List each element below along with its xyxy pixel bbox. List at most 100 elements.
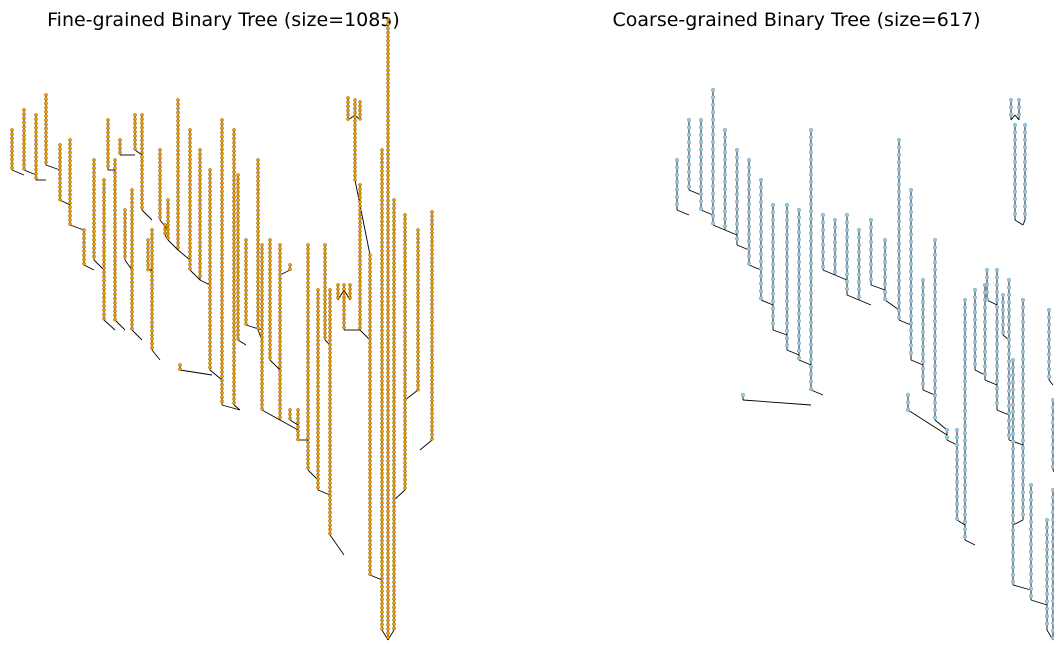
tree-edge bbox=[786, 349, 800, 356]
tree-edge bbox=[103, 319, 116, 331]
tree-node bbox=[22, 125, 26, 129]
tree-node bbox=[236, 311, 240, 316]
tree-edge bbox=[810, 389, 824, 396]
tree-node bbox=[883, 245, 888, 250]
tree-node bbox=[380, 429, 384, 434]
tree-node bbox=[386, 425, 390, 430]
tree-node bbox=[403, 372, 407, 377]
tree-node bbox=[386, 534, 390, 539]
tree-node bbox=[933, 275, 938, 280]
tree-node bbox=[113, 284, 117, 288]
tree-node bbox=[963, 431, 968, 436]
tree-node bbox=[328, 430, 332, 435]
tree-node bbox=[278, 364, 282, 369]
tree-node bbox=[316, 409, 320, 414]
tree-node bbox=[92, 200, 96, 204]
tree-node bbox=[995, 393, 1000, 398]
tree-node bbox=[150, 324, 154, 329]
tree-node bbox=[44, 143, 48, 148]
tree-node bbox=[380, 232, 384, 236]
tree-node bbox=[797, 252, 802, 257]
tree-node bbox=[392, 496, 396, 501]
tree-node bbox=[256, 326, 260, 330]
tree-node bbox=[758, 192, 763, 197]
tree-node bbox=[883, 282, 888, 287]
tree-node bbox=[220, 307, 224, 311]
tree-node bbox=[102, 291, 106, 296]
tree-node bbox=[353, 161, 357, 165]
tree-node bbox=[380, 227, 384, 232]
tree-node bbox=[1007, 285, 1012, 290]
tree-node bbox=[945, 428, 950, 433]
tree-node bbox=[380, 173, 384, 177]
tree-node bbox=[995, 290, 1000, 295]
tree-node bbox=[869, 269, 874, 274]
tree-node bbox=[278, 394, 282, 399]
tree-node bbox=[278, 352, 282, 357]
tree-node bbox=[1011, 372, 1016, 377]
tree-node bbox=[1021, 320, 1026, 325]
tree-node bbox=[809, 231, 814, 236]
tree-node bbox=[698, 177, 703, 182]
tree-node bbox=[710, 213, 715, 218]
tree-node bbox=[368, 383, 372, 388]
tree-node bbox=[430, 264, 434, 269]
tree-node bbox=[328, 397, 332, 402]
tree-node bbox=[166, 231, 170, 236]
tree-node bbox=[386, 475, 390, 480]
tree-node bbox=[921, 285, 926, 290]
tree-node bbox=[403, 238, 407, 242]
tree-node bbox=[897, 189, 902, 194]
tree-node bbox=[921, 300, 926, 305]
tree-node bbox=[386, 223, 390, 228]
tree-node bbox=[368, 379, 372, 383]
tree-node bbox=[368, 316, 372, 320]
tree-node bbox=[770, 254, 775, 259]
tree-node bbox=[268, 305, 272, 310]
tree-node bbox=[392, 445, 396, 450]
tree-node bbox=[386, 480, 390, 484]
tree-node bbox=[158, 152, 162, 156]
tree-node bbox=[933, 393, 938, 398]
tree-node bbox=[358, 250, 362, 254]
tree-node bbox=[380, 211, 384, 215]
tree-node bbox=[256, 263, 260, 267]
tree-node bbox=[392, 542, 396, 547]
tree-node bbox=[353, 156, 357, 161]
tree-node bbox=[368, 353, 372, 358]
tree-node bbox=[278, 314, 282, 319]
tree-node bbox=[278, 339, 282, 344]
tree-node bbox=[102, 236, 106, 241]
tree-node bbox=[983, 357, 988, 362]
tree-node bbox=[392, 601, 396, 606]
tree-node bbox=[746, 209, 751, 214]
tree-node bbox=[995, 349, 1000, 354]
tree-node bbox=[236, 244, 240, 249]
tree-node bbox=[386, 568, 390, 573]
tree-node bbox=[430, 277, 434, 282]
tree-node bbox=[869, 240, 874, 245]
tree-node bbox=[1023, 211, 1028, 216]
tree-node bbox=[358, 254, 362, 259]
tree-node bbox=[380, 379, 384, 383]
tree-node bbox=[22, 133, 26, 137]
tree-node bbox=[386, 467, 390, 472]
tree-node bbox=[113, 221, 117, 225]
tree-node bbox=[392, 605, 396, 610]
tree-node bbox=[244, 254, 248, 259]
tree-node bbox=[1045, 518, 1050, 523]
tree-node bbox=[316, 313, 320, 318]
tree-node bbox=[430, 222, 434, 227]
tree-edge bbox=[23, 169, 37, 176]
tree-node bbox=[909, 306, 914, 311]
tree-node bbox=[244, 288, 248, 293]
tree-node bbox=[220, 206, 224, 210]
tree-edge bbox=[724, 229, 738, 236]
tree-node bbox=[380, 559, 384, 564]
tree-node bbox=[1051, 547, 1054, 552]
tree-node bbox=[698, 191, 703, 196]
tree-node bbox=[358, 183, 362, 187]
tree-node bbox=[973, 362, 978, 367]
tree-node bbox=[933, 400, 938, 405]
tree-node bbox=[260, 369, 264, 373]
